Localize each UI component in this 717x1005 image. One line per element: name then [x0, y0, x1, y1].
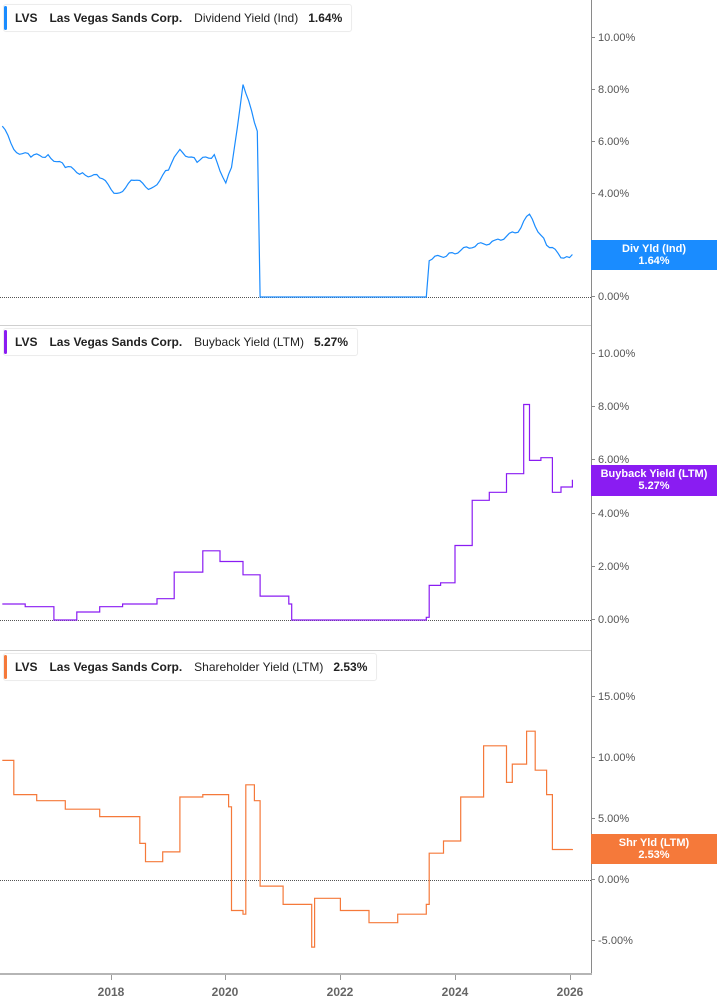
zero-line: [0, 880, 591, 881]
metric-label: Buyback Yield (LTM): [194, 335, 304, 349]
legend-shareholder-yield[interactable]: LVS Las Vegas Sands Corp. Shareholder Yi…: [3, 653, 378, 681]
y-tick-label: 10.00%: [592, 32, 635, 44]
x-tick-label: 2018: [97, 985, 125, 999]
y-tick-label: 5.00%: [592, 813, 629, 825]
company-label: Las Vegas Sands Corp.: [49, 335, 183, 349]
tag-label: Buyback Yield (LTM): [600, 468, 708, 480]
x-tick-mark: [455, 975, 456, 980]
tag-value: 1.64%: [638, 255, 670, 267]
tag-value: 2.53%: [638, 849, 670, 861]
current-value-tag-dividend: Div Yld (Ind) 1.64%: [591, 240, 717, 270]
metric-value: 2.53%: [333, 660, 368, 674]
ticker-label: LVS: [15, 335, 38, 349]
y-tick-label: 4.00%: [592, 188, 629, 200]
tag-label: Div Yld (Ind): [622, 243, 686, 255]
series-color-marker: [4, 330, 7, 354]
y-tick-label: 0.00%: [592, 874, 629, 886]
x-tick-label: 2026: [556, 985, 584, 999]
y-tick-label: 0.00%: [592, 291, 629, 303]
tag-value: 5.27%: [638, 480, 670, 492]
x-tick-label: 2020: [211, 985, 239, 999]
company-label: Las Vegas Sands Corp.: [49, 11, 183, 25]
series-color-marker: [4, 655, 7, 679]
x-tick-label: 2024: [441, 985, 469, 999]
y-tick-label: 8.00%: [592, 84, 629, 96]
dividend-yield-line: [1, 84, 573, 298]
x-axis-line: [0, 973, 592, 975]
shareholder-yield-line: [2, 730, 573, 948]
x-tick-mark: [111, 975, 112, 980]
current-value-tag-shareholder: Shr Yld (LTM) 2.53%: [591, 834, 717, 864]
y-tick-label: 4.00%: [592, 508, 629, 520]
y-tick-label: 10.00%: [592, 752, 635, 764]
ticker-label: LVS: [15, 660, 38, 674]
metric-value: 1.64%: [308, 11, 343, 25]
y-tick-label: 0.00%: [592, 614, 629, 626]
metric-value: 5.27%: [314, 335, 349, 349]
legend-buyback-yield[interactable]: LVS Las Vegas Sands Corp. Buyback Yield …: [3, 328, 359, 356]
x-tick-mark: [340, 975, 341, 980]
x-tick-mark: [570, 975, 571, 980]
y-tick-label: 6.00%: [592, 454, 629, 466]
legend-dividend-yield[interactable]: LVS Las Vegas Sands Corp. Dividend Yield…: [3, 4, 353, 32]
tag-label: Shr Yld (LTM): [618, 837, 690, 849]
buyback-yield-line: [2, 403, 573, 621]
y-tick-label: 8.00%: [592, 401, 629, 413]
y-tick-label: 6.00%: [592, 136, 629, 148]
x-tick-label: 2022: [326, 985, 354, 999]
y-tick-label: -5.00%: [592, 935, 633, 947]
y-tick-label: 10.00%: [592, 348, 635, 360]
ticker-label: LVS: [15, 11, 38, 25]
current-value-tag-buyback: Buyback Yield (LTM) 5.27%: [591, 465, 717, 496]
company-label: Las Vegas Sands Corp.: [49, 660, 183, 674]
panel-divider: [0, 325, 591, 326]
x-tick-mark: [225, 975, 226, 980]
series-color-marker: [4, 6, 7, 30]
y-tick-label: 15.00%: [592, 691, 635, 703]
panel-divider: [0, 650, 591, 651]
metric-label: Dividend Yield (Ind): [194, 11, 299, 25]
y-tick-label: 2.00%: [592, 561, 629, 573]
metric-label: Shareholder Yield (LTM): [194, 660, 324, 674]
